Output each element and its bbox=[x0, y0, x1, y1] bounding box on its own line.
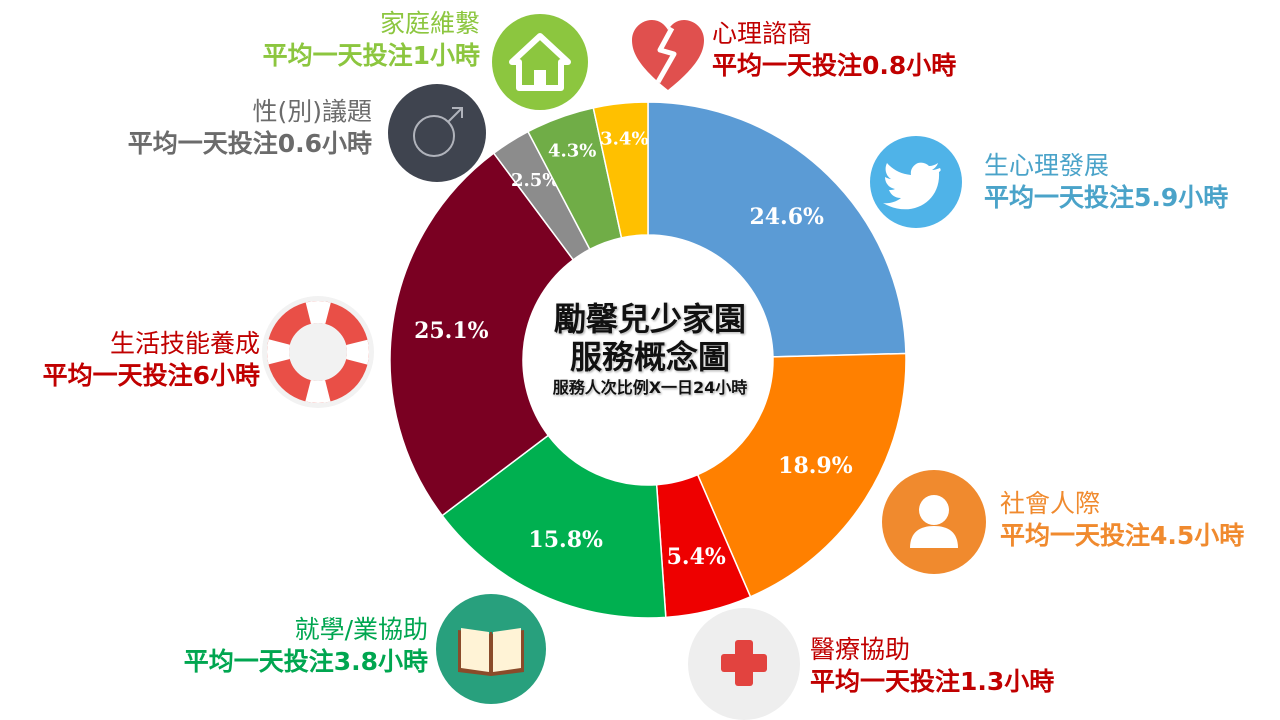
chart-title-line-2: 服務概念圖 bbox=[569, 338, 730, 376]
label-medical-detail: 平均一天投注1.3小時 bbox=[810, 667, 1055, 696]
twitter-bird-icon bbox=[870, 136, 962, 228]
chart-subtitle: 服務人次比例X一日24小時 bbox=[552, 378, 748, 397]
label-counseling-name: 心理諮商 bbox=[712, 19, 813, 48]
slice-label-2: 5.4% bbox=[667, 544, 726, 570]
label-medical: 醫療協助 平均一天投注1.3小時 bbox=[810, 634, 1054, 698]
label-social: 社會人際 平均一天投注4.5小時 bbox=[1000, 488, 1244, 552]
label-gender-name: 性(別)議題 bbox=[252, 97, 372, 126]
house-icon bbox=[492, 14, 588, 110]
label-development-name: 生心理發展 bbox=[984, 151, 1110, 180]
medical-cross-icon bbox=[688, 608, 800, 720]
label-counseling-detail: 平均一天投注0.8小時 bbox=[712, 51, 957, 80]
label-gender-detail: 平均一天投注0.6小時 bbox=[127, 129, 372, 158]
label-family-name: 家庭維繫 bbox=[379, 9, 480, 38]
label-life-skills-name: 生活技能養成 bbox=[109, 329, 260, 358]
person-icon bbox=[882, 470, 986, 574]
slice-label-5: 2.5% bbox=[511, 170, 559, 191]
slice-label-7: 3.4% bbox=[600, 128, 648, 149]
label-gender: 性(別)議題 平均一天投注0.6小時 bbox=[128, 96, 372, 160]
slice-label-0: 24.6% bbox=[749, 204, 824, 230]
label-education-detail: 平均一天投注3.8小時 bbox=[183, 647, 428, 676]
slice-7 bbox=[592, 101, 649, 239]
slice-label-3: 15.8% bbox=[528, 527, 603, 553]
label-social-detail: 平均一天投注4.5小時 bbox=[1000, 521, 1245, 550]
label-development: 生心理發展 平均一天投注5.9小時 bbox=[984, 150, 1228, 214]
slice-label-4: 25.1% bbox=[414, 318, 489, 344]
label-life-skills: 生活技能養成 平均一天投注6小時 bbox=[43, 328, 260, 392]
label-family: 家庭維繫 平均一天投注1小時 bbox=[263, 8, 480, 72]
broken-heart-icon bbox=[628, 16, 708, 96]
slice-4 bbox=[389, 152, 575, 517]
label-development-detail: 平均一天投注5.9小時 bbox=[984, 183, 1229, 212]
slice-1 bbox=[696, 352, 907, 598]
male-symbol-icon bbox=[388, 84, 486, 182]
label-education: 就學/業協助 平均一天投注3.8小時 bbox=[184, 614, 428, 678]
slice-label-1: 18.9% bbox=[778, 453, 853, 479]
chart-title-line-1: 勵馨兒少家園 bbox=[553, 300, 746, 338]
slice-3 bbox=[441, 434, 667, 619]
open-book-icon bbox=[436, 594, 546, 704]
label-social-name: 社會人際 bbox=[1000, 489, 1101, 518]
slice-label-6: 4.3% bbox=[548, 140, 596, 161]
label-family-detail: 平均一天投注1小時 bbox=[262, 41, 480, 70]
label-education-name: 就學/業協助 bbox=[294, 615, 428, 644]
slice-0 bbox=[647, 101, 907, 358]
chart-title: 勵馨兒少家園 服務概念圖 服務人次比例X一日24小時 bbox=[515, 300, 785, 400]
label-medical-name: 醫療協助 bbox=[810, 635, 911, 664]
donut-hole bbox=[524, 236, 772, 484]
label-counseling: 心理諮商 平均一天投注0.8小時 bbox=[712, 18, 956, 82]
life-ring-icon bbox=[262, 296, 374, 408]
label-life-skills-detail: 平均一天投注6小時 bbox=[42, 361, 260, 390]
